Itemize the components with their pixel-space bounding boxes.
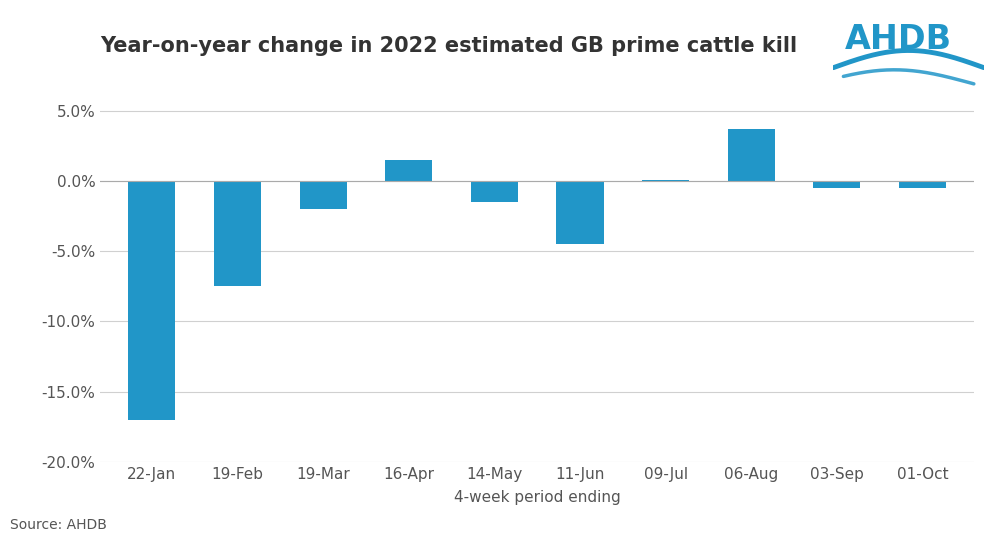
Bar [727,129,774,181]
Bar [299,181,346,209]
Text: AHDB: AHDB [845,24,951,56]
Bar [556,181,603,244]
Bar [385,160,432,181]
Bar [641,179,688,181]
Text: Source: AHDB: Source: AHDB [10,518,106,532]
Bar [898,181,945,188]
Bar [128,181,176,420]
Bar [214,181,261,286]
X-axis label: 4-week period ending: 4-week period ending [453,490,620,505]
Bar [470,181,518,202]
Bar [812,181,860,188]
Text: Year-on-year change in 2022 estimated GB prime cattle kill: Year-on-year change in 2022 estimated GB… [100,37,796,56]
